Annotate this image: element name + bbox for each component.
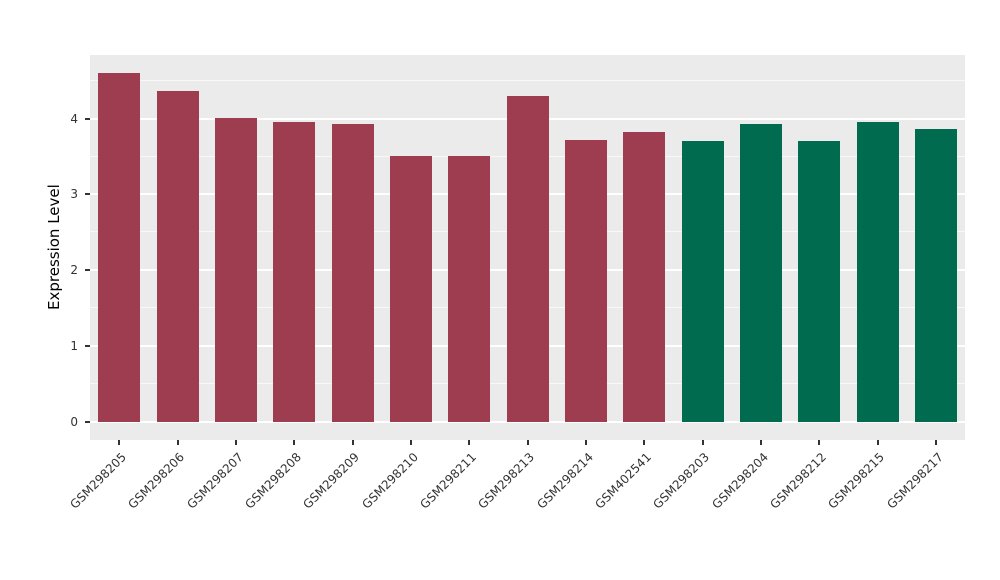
x-tick-label: GSM298215 xyxy=(825,450,888,512)
x-tick-mark xyxy=(118,440,121,445)
bar xyxy=(331,123,374,422)
bar xyxy=(914,128,957,422)
x-tick-label: GSM298208 xyxy=(242,450,305,512)
y-tick-mark xyxy=(85,117,90,120)
bar xyxy=(273,121,316,422)
gridline-major xyxy=(90,420,965,423)
x-tick-mark xyxy=(351,440,354,445)
y-tick-mark xyxy=(85,420,90,423)
x-tick-label: GSM298203 xyxy=(650,450,713,512)
bar xyxy=(214,117,257,422)
bar xyxy=(623,132,666,422)
x-tick-mark xyxy=(876,440,879,445)
x-tick-label: GSM298214 xyxy=(534,450,596,512)
bar xyxy=(156,90,199,422)
x-tick-mark xyxy=(701,440,704,445)
x-axis: GSM298205 GSM298206 GSM298207 GSM298208 GSM2… xyxy=(67,440,965,580)
x-tick-mark xyxy=(234,440,237,445)
x-tick-mark xyxy=(934,440,937,445)
bar xyxy=(448,155,491,422)
x-tick-mark xyxy=(409,440,412,445)
x-tick-mark xyxy=(293,440,296,445)
y-tick-label: 0 xyxy=(70,414,78,429)
x-tick-mark xyxy=(759,440,762,445)
x-tick-mark xyxy=(818,440,821,445)
y-tick-mark xyxy=(85,345,90,348)
y-axis: 0 1 2 3 4 xyxy=(0,55,90,440)
x-tick-label: GSM298207 xyxy=(184,450,246,512)
x-tick-label: GSM298209 xyxy=(300,450,363,512)
bar xyxy=(98,73,141,422)
x-tick-mark xyxy=(526,440,529,445)
x-tick-label: GSM298211 xyxy=(417,450,480,512)
y-tick-label: 2 xyxy=(70,263,78,278)
x-tick-label: GSM298206 xyxy=(125,450,188,512)
x-tick-mark xyxy=(176,440,179,445)
bar xyxy=(856,121,899,422)
x-tick-label: GSM298204 xyxy=(709,450,771,512)
bar xyxy=(681,140,724,422)
y-tick-label: 4 xyxy=(70,111,78,126)
y-tick-label: 1 xyxy=(70,339,78,354)
x-tick-mark xyxy=(584,440,587,445)
y-tick-mark xyxy=(85,193,90,196)
bar xyxy=(389,155,432,422)
x-tick-mark xyxy=(643,440,646,445)
x-tick-label: GSM298205 xyxy=(67,450,130,512)
x-tick-mark xyxy=(468,440,471,445)
x-tick-label: GSM298212 xyxy=(767,450,830,512)
y-tick-label: 3 xyxy=(70,187,78,202)
x-tick-label: GSM298210 xyxy=(359,450,421,512)
bar xyxy=(564,139,607,422)
x-tick-label: GSM402541 xyxy=(592,450,655,512)
x-tick-label: GSM298217 xyxy=(884,450,946,512)
bar xyxy=(739,123,782,422)
plot-panel xyxy=(90,55,965,440)
x-tick-label: GSM298213 xyxy=(475,450,538,512)
bar xyxy=(798,141,841,422)
bar xyxy=(506,95,549,422)
y-tick-mark xyxy=(85,269,90,272)
gridline-minor xyxy=(90,79,965,81)
